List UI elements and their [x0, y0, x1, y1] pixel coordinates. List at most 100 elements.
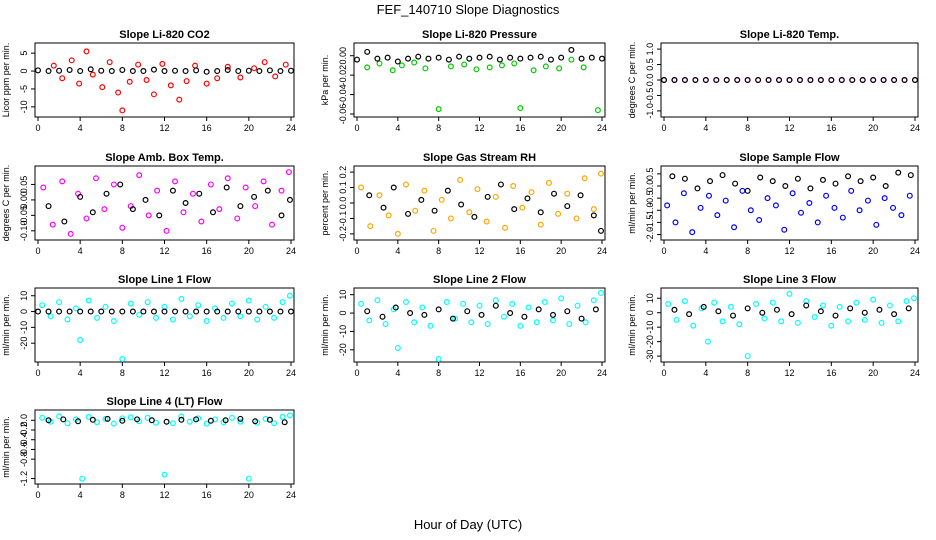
data-point: [502, 224, 509, 231]
x-tick-label: 8: [120, 123, 125, 133]
reference-point: [223, 184, 230, 191]
data-point: [115, 89, 122, 96]
reference-point: [119, 66, 126, 73]
reference-point: [364, 48, 371, 55]
data-point: [753, 301, 760, 308]
data-point: [126, 78, 133, 85]
x-tick-label: 16: [202, 246, 212, 256]
data-point: [890, 204, 897, 211]
reference-point: [870, 174, 877, 181]
reference-point: [671, 306, 678, 313]
reference-point: [788, 311, 795, 318]
x-tick-label: 0: [661, 368, 666, 378]
x-tick-label: 4: [78, 246, 83, 256]
plot-frame: [660, 287, 919, 363]
data-point: [778, 318, 785, 325]
data-point: [435, 106, 442, 113]
reference-point: [713, 76, 720, 83]
data-point: [895, 318, 902, 325]
x-tick-label: 0: [661, 246, 666, 256]
plot-title: Slope Sample Flow: [739, 152, 840, 164]
reference-point: [288, 308, 295, 315]
reference-point: [511, 206, 518, 213]
data-point: [39, 302, 46, 309]
data-point: [789, 190, 796, 197]
reference-point: [66, 66, 73, 73]
reference-point: [163, 418, 170, 425]
data-point: [474, 186, 481, 193]
reference-point: [77, 308, 84, 315]
data-point: [566, 321, 573, 328]
y-tick-label: -0.6: [19, 442, 29, 458]
data-point: [558, 295, 565, 302]
data-point: [56, 413, 63, 420]
data-point: [286, 412, 293, 419]
data-point: [374, 297, 381, 304]
data-point: [178, 413, 185, 420]
x-tick-label: 0: [354, 368, 359, 378]
data-point: [252, 203, 259, 210]
y-axis-label: ml/min per min.: [1, 294, 11, 356]
reference-point: [87, 66, 94, 73]
plot-title: Slope Li-820 CO2: [119, 29, 209, 41]
reference-point: [466, 55, 473, 62]
x-tick-label: 16: [515, 368, 525, 378]
x-tick-label: 0: [661, 123, 666, 133]
x-tick-label: 16: [826, 123, 836, 133]
reference-point: [237, 203, 244, 210]
reference-point: [449, 315, 456, 322]
data-point: [251, 65, 258, 72]
data-point: [722, 197, 729, 204]
data-point: [89, 71, 96, 78]
data-point: [898, 212, 905, 219]
x-tick-label: 12: [159, 490, 169, 500]
reference-point: [669, 173, 676, 180]
reference-point: [89, 416, 96, 423]
data-point: [220, 314, 227, 321]
reference-point: [161, 308, 168, 315]
reference-point: [744, 187, 751, 194]
reference-point: [182, 68, 189, 75]
reference-point: [507, 310, 514, 317]
data-point: [705, 192, 712, 199]
data-point: [271, 420, 278, 427]
reference-point: [564, 308, 571, 315]
plot-title: Slope Li-820 Temp.: [740, 29, 839, 41]
data-point: [814, 219, 821, 226]
reference-point: [876, 306, 883, 313]
reference-point: [744, 76, 751, 83]
x-tick-label: 16: [826, 246, 836, 256]
reference-point: [161, 68, 168, 75]
reference-point: [845, 173, 852, 180]
y-tick-label: 10: [338, 290, 348, 300]
data-point: [56, 299, 63, 306]
plot-title: Slope Line 2 Flow: [433, 274, 526, 286]
reference-point: [707, 178, 714, 185]
reference-point: [379, 313, 386, 320]
data-point: [145, 212, 152, 219]
reference-point: [755, 76, 762, 83]
data-point: [856, 207, 863, 214]
data-point: [422, 65, 429, 72]
data-point: [286, 292, 293, 299]
data-point: [681, 298, 688, 305]
data-point: [794, 319, 801, 326]
data-point: [582, 319, 589, 326]
data-point: [886, 302, 893, 309]
data-point: [135, 61, 142, 68]
x-tick-label: 4: [703, 246, 708, 256]
page-title: FEF_140710 Slope Diagnostics: [376, 2, 560, 17]
data-point: [83, 215, 90, 222]
x-tick-label: 24: [910, 368, 920, 378]
reference-point: [264, 187, 271, 194]
y-tick-label: -0.1: [338, 211, 348, 227]
data-point: [492, 297, 499, 304]
reference-point: [245, 67, 252, 74]
data-point: [260, 178, 267, 185]
x-tick-label: 16: [515, 246, 525, 256]
data-point: [438, 196, 445, 203]
reference-point: [686, 311, 693, 318]
reference-point: [456, 53, 463, 60]
data-point: [672, 219, 679, 226]
